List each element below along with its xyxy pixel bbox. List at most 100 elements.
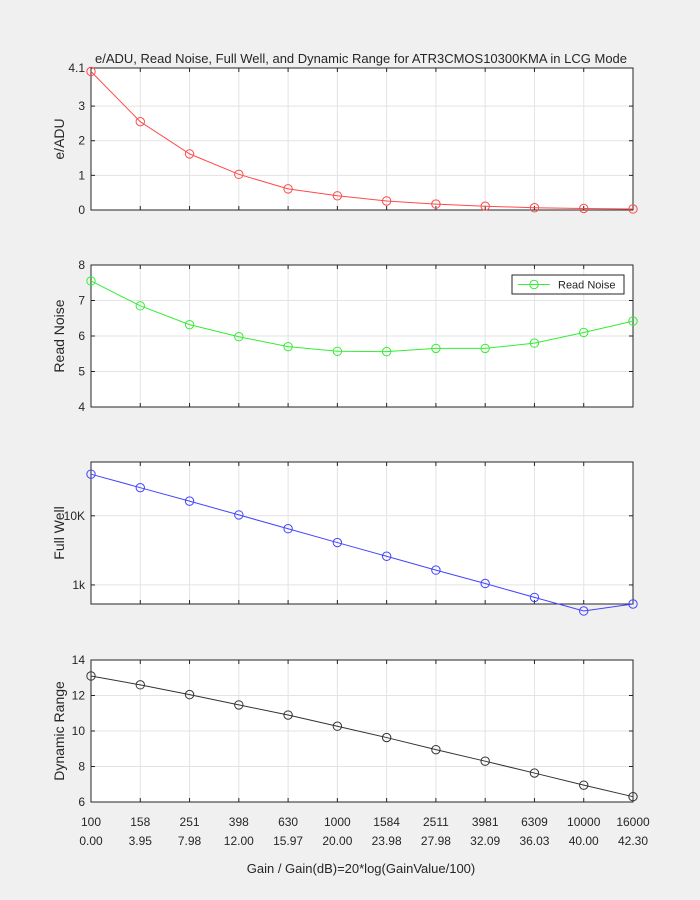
data-point — [381, 551, 392, 561]
y-tick-label: 0 — [78, 203, 85, 217]
data-point — [628, 316, 638, 326]
data-point — [431, 565, 441, 575]
data-point — [529, 338, 540, 348]
data-point — [579, 203, 589, 214]
legend-label: Read Noise — [558, 280, 615, 292]
data-point — [381, 732, 392, 743]
data-point — [135, 680, 145, 690]
data-point — [283, 184, 293, 194]
x-tick-label-gain: 251 — [180, 815, 200, 829]
x-tick-label-db: 32.09 — [470, 834, 500, 848]
x-tick-label-db: 20.00 — [322, 834, 352, 848]
data-point — [184, 496, 195, 506]
data-point — [283, 524, 293, 534]
x-tick-label-gain: 1584 — [373, 815, 400, 829]
y-tick-label: 6 — [78, 329, 85, 343]
data-point — [431, 343, 441, 354]
x-tick-label-db: 3.95 — [129, 834, 153, 848]
data-point — [184, 689, 195, 700]
series-line — [90, 280, 634, 353]
data-point — [480, 756, 490, 766]
y-axis-label: Full Well — [51, 506, 67, 559]
y-tick-label: 7 — [78, 294, 85, 308]
x-tick-label-db: 27.98 — [421, 834, 451, 848]
data-point — [86, 469, 96, 479]
legend-box — [511, 274, 625, 295]
data-point — [480, 201, 490, 211]
x-tick-label-db: 40.00 — [569, 834, 599, 848]
data-point — [184, 319, 195, 330]
y-axis-label: Dynamic Range — [51, 681, 67, 781]
data-point — [283, 710, 293, 720]
data-point — [529, 592, 540, 603]
y-tick-label: 14 — [72, 653, 86, 667]
panel-readnoise: 4 5 6 7 8 Read Noise Read Noise — [51, 258, 638, 414]
x-tick-label-gain: 3981 — [472, 815, 499, 829]
axes-box — [90, 461, 634, 605]
x-tick-label-gain: 10000 — [567, 815, 601, 829]
data-point — [431, 744, 441, 755]
panel-eadu: 0 1 2 3 4.1 e/ADU — [51, 61, 638, 217]
data-point — [381, 346, 392, 357]
data-point — [579, 606, 589, 616]
x-tick-label-gain: 2511 — [423, 815, 449, 829]
x-tick-label-gain: 158 — [130, 815, 150, 829]
x-tick-label-gain: 16000 — [616, 815, 650, 829]
data-point — [86, 671, 96, 681]
y-tick-label: 5 — [78, 365, 85, 379]
x-tick-label-gain: 1000 — [324, 815, 351, 829]
x-tick-label-db: 0.00 — [79, 834, 103, 848]
x-tick-labels: 100 0.00 158 3.95 251 7.98 398 12.00 630 15.97 100… — [79, 815, 650, 848]
x-tick-label-db: 12.00 — [224, 834, 254, 848]
y-tick-label: 3 — [78, 99, 85, 113]
data-point — [184, 149, 195, 159]
y-tick-label: 6 — [78, 795, 85, 809]
y-axis-label: e/ADU — [51, 118, 67, 159]
y-axis-label: Read Noise — [51, 299, 67, 372]
y-tick-label: 12 — [72, 689, 86, 703]
y-tick-label: 2 — [78, 134, 85, 148]
x-tick-label-db: 36.03 — [519, 834, 549, 848]
x-tick-label-db: 23.98 — [372, 834, 402, 848]
y-tick-label: 10K — [64, 509, 85, 523]
legend-marker — [529, 279, 539, 290]
x-tick-label-gain: 398 — [229, 815, 249, 829]
x-tick-label-gain: 6309 — [521, 815, 548, 829]
y-tick-label: 10 — [72, 724, 86, 738]
series-line — [90, 71, 634, 210]
data-point — [529, 203, 540, 213]
x-tick-label-db: 7.98 — [178, 834, 202, 848]
data-point — [332, 191, 343, 201]
data-point — [283, 341, 293, 352]
y-tick-label: 1 — [78, 168, 85, 182]
data-point — [628, 599, 638, 609]
data-point — [135, 301, 145, 311]
data-point — [480, 343, 490, 354]
data-point — [86, 276, 96, 286]
data-point — [135, 482, 145, 493]
plot-area — [91, 68, 633, 210]
data-point — [628, 204, 638, 214]
series-line — [90, 473, 634, 612]
data-point — [234, 332, 244, 342]
data-point — [332, 537, 343, 548]
x-axis-label: Gain / Gain(dB)=20*log(GainValue/100) — [247, 861, 475, 876]
x-tick-label-gain: 100 — [81, 815, 101, 829]
y-tick-label: 8 — [78, 760, 85, 774]
plot-area — [91, 462, 633, 604]
axes-box — [90, 264, 634, 408]
x-tick-label-db: 15.97 — [273, 834, 303, 848]
data-point — [234, 700, 244, 710]
y-tick-label: 1k — [72, 578, 86, 592]
x-tick-label-gain: 630 — [278, 815, 298, 829]
y-tick-label: 4 — [78, 400, 85, 414]
x-tick-label-db: 42.30 — [618, 834, 648, 848]
data-point — [480, 578, 490, 589]
data-point — [381, 196, 392, 206]
panel-dynrange: 6 8 10 12 14 Dynamic Range — [51, 653, 638, 809]
data-point — [332, 346, 343, 356]
y-tick-label: 4.1 — [68, 61, 85, 75]
